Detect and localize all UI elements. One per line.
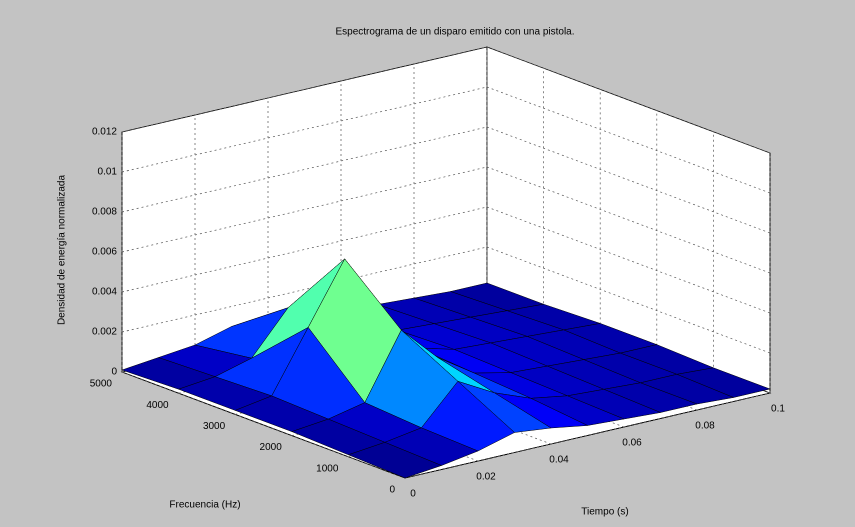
- axis-line: [404, 392, 771, 479]
- tick-mark: [121, 329, 130, 333]
- x-tick-label: 0.1: [771, 404, 785, 415]
- y-tick-label: 4000: [146, 400, 169, 411]
- x-tick-label: 0.08: [695, 421, 715, 432]
- y-tick-label: 0: [389, 485, 395, 496]
- y-tick-label: 3000: [203, 421, 226, 432]
- grid-line: [486, 166, 771, 274]
- x-tick-label: 0.06: [622, 438, 642, 449]
- grid-line: [486, 126, 771, 234]
- tick-mark: [121, 289, 130, 293]
- surface-patch: [347, 442, 443, 479]
- grid-line: [486, 86, 771, 194]
- tick-mark: [121, 129, 130, 133]
- z-tick-label: 0.006: [92, 247, 117, 258]
- y-tick-label: 1000: [316, 463, 339, 474]
- x-axis-label: Tiempo (s): [581, 507, 628, 518]
- z-tick-label: 0.012: [92, 127, 117, 138]
- x-tick-label: 0.02: [476, 472, 496, 483]
- surface: [121, 258, 771, 479]
- tick-mark: [121, 209, 130, 213]
- y-tick-label: 2000: [260, 442, 283, 453]
- grid-line: [486, 246, 771, 354]
- tick-mark: [121, 249, 130, 253]
- z-axis-label: Densidad de energía normalizada: [57, 175, 68, 326]
- z-tick-label: 0.01: [98, 167, 118, 178]
- z-tick-label: 0.008: [92, 207, 117, 218]
- z-tick-label: 0: [111, 367, 117, 378]
- y-tick-label: 5000: [90, 379, 113, 390]
- x-tick-label: 0: [410, 489, 416, 500]
- z-tick-label: 0.004: [92, 287, 117, 298]
- grid-line: [121, 371, 406, 479]
- grid-line: [486, 46, 771, 154]
- tick-mark: [121, 169, 130, 173]
- x-tick-label: 0.04: [549, 455, 569, 466]
- grid-line: [486, 206, 771, 314]
- z-tick-label: 0.002: [92, 327, 117, 338]
- labels: 0 0.02 0.04 0.06 0.08 0.1 0 1000 2000 3000 4000 500…: [90, 127, 786, 500]
- y-axis-label: Frecuencia (Hz): [169, 500, 240, 511]
- chart-title: Espectrograma de un disparo emitido con …: [335, 27, 574, 38]
